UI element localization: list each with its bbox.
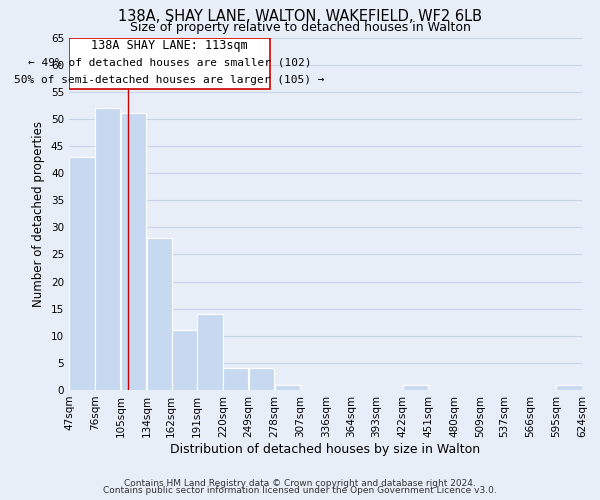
Bar [172, 330, 197, 390]
Text: 50% of semi-detached houses are larger (105) →: 50% of semi-detached houses are larger (… [14, 74, 325, 85]
Text: Contains HM Land Registry data © Crown copyright and database right 2024.: Contains HM Land Registry data © Crown c… [124, 478, 476, 488]
Text: 138A SHAY LANE: 113sqm: 138A SHAY LANE: 113sqm [91, 38, 248, 52]
Text: ← 49% of detached houses are smaller (102): ← 49% of detached houses are smaller (10… [28, 58, 311, 68]
Bar [197, 314, 223, 390]
Bar [223, 368, 248, 390]
Text: Size of property relative to detached houses in Walton: Size of property relative to detached ho… [130, 21, 470, 34]
X-axis label: Distribution of detached houses by size in Walton: Distribution of detached houses by size … [170, 442, 481, 456]
FancyBboxPatch shape [69, 38, 270, 89]
Text: Contains public sector information licensed under the Open Government Licence v3: Contains public sector information licen… [103, 486, 497, 495]
Bar [95, 108, 120, 390]
Bar [146, 238, 172, 390]
Bar [121, 114, 146, 390]
Bar [403, 384, 428, 390]
Bar [275, 384, 300, 390]
Bar [69, 157, 95, 390]
Bar [556, 384, 582, 390]
Text: 138A, SHAY LANE, WALTON, WAKEFIELD, WF2 6LB: 138A, SHAY LANE, WALTON, WAKEFIELD, WF2 … [118, 9, 482, 24]
Bar [249, 368, 274, 390]
Y-axis label: Number of detached properties: Number of detached properties [32, 120, 46, 306]
